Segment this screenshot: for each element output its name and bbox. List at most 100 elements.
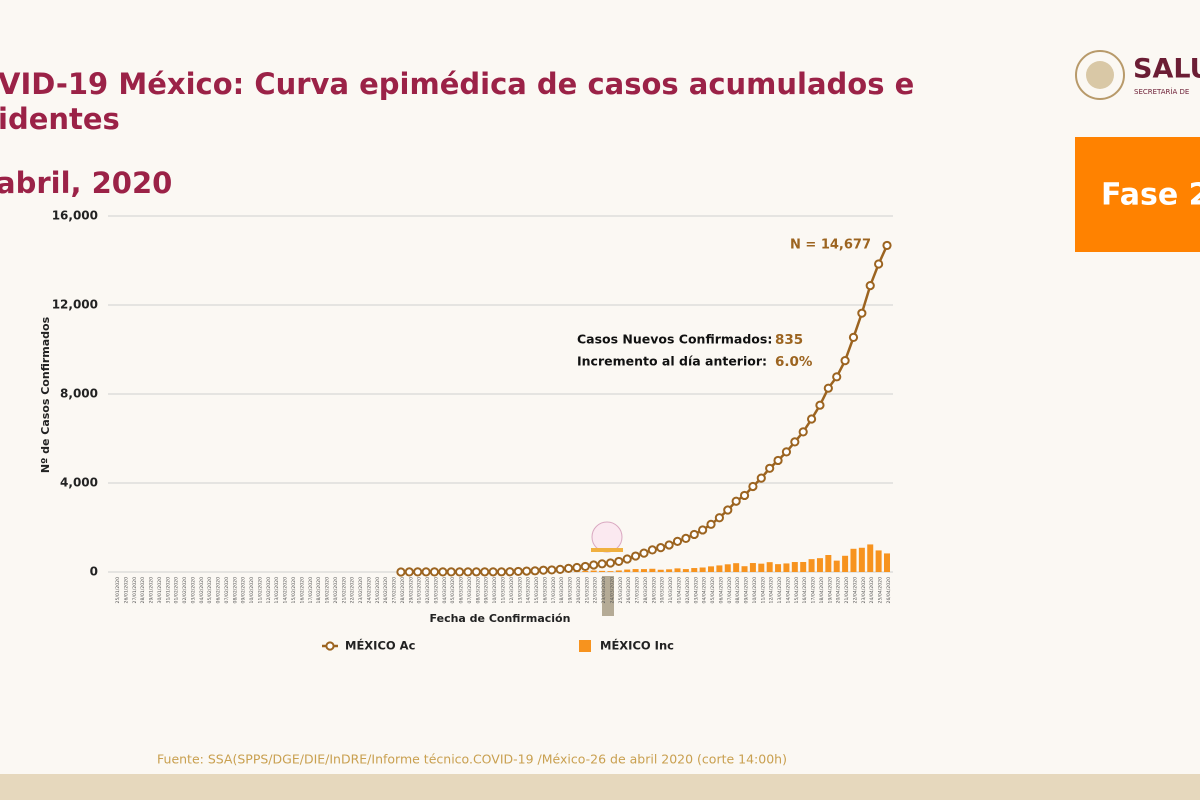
bar [590, 570, 597, 572]
bar [816, 558, 823, 572]
point [639, 548, 649, 558]
bar [850, 548, 857, 572]
legend-label: MÉXICO Ac [345, 638, 416, 653]
point [496, 567, 507, 577]
x-tick-label: 19/03/2020 [568, 577, 574, 604]
legend-marker [579, 640, 591, 652]
x-tick-label: 05/02/2020 [207, 577, 213, 604]
bar [791, 562, 798, 572]
bar [884, 553, 890, 572]
point [513, 566, 523, 577]
chart: Nº de Casos Confirmados Fecha de Confirm… [39, 209, 893, 653]
point [572, 562, 582, 573]
x-tick-label: 04/02/2020 [199, 577, 205, 604]
point [614, 556, 624, 567]
legend-marker [325, 641, 335, 651]
x-tick-label: 10/03/2020 [492, 577, 498, 604]
point [874, 259, 884, 269]
bar [775, 564, 782, 572]
x-tick-label: 11/02/2020 [257, 577, 263, 604]
bar [766, 562, 773, 572]
point [597, 559, 607, 569]
x-tick-label: 08/04/2020 [735, 577, 741, 604]
footer-band [0, 774, 1200, 800]
x-tick-label: 01/03/2020 [417, 577, 423, 604]
annotation-label: Casos Nuevos Confirmados: [577, 332, 772, 347]
x-tick-label: 10/04/2020 [752, 577, 758, 604]
point [480, 567, 490, 577]
point [421, 567, 431, 577]
point [630, 551, 641, 561]
x-tick-label: 22/04/2020 [852, 577, 858, 604]
logo-emblem [1086, 61, 1114, 89]
x-tick-label: 26/02/2020 [383, 577, 389, 604]
annotation-label: Incremento al día anterior: [577, 354, 767, 369]
x-tick-label: 30/01/2020 [157, 577, 163, 604]
x-tick-label: 10/02/2020 [249, 577, 255, 604]
point [664, 540, 674, 550]
point [522, 566, 532, 576]
phase-box [1075, 137, 1200, 252]
x-tick-label: 27/03/2020 [635, 577, 641, 604]
x-tick-label: 28/03/2020 [643, 577, 649, 604]
point [781, 447, 792, 457]
x-tick-label: 23/02/2020 [358, 577, 364, 604]
x-tick-label: 19/02/2020 [325, 577, 331, 604]
bar [666, 569, 673, 572]
x-tick-label: 04/03/2020 [442, 577, 448, 604]
point [589, 560, 599, 570]
x-tick-label: 14/02/2020 [283, 577, 289, 604]
point [404, 567, 414, 577]
x-tick-label: 06/03/2020 [459, 577, 465, 604]
logo-text: SALU [1133, 54, 1200, 85]
x-tick-label: 05/03/2020 [450, 577, 456, 604]
x-tick-label: 03/04/2020 [693, 577, 699, 604]
x-tick-label: 12/04/2020 [769, 577, 775, 604]
x-tick-label: 25/04/2020 [878, 577, 884, 604]
point [756, 473, 766, 483]
bar [749, 563, 756, 572]
point [806, 414, 817, 424]
point [622, 554, 632, 564]
bar [615, 570, 622, 572]
x-tick-label: 31/01/2020 [165, 577, 171, 604]
y-tick-label: 4,000 [60, 476, 98, 490]
x-tick-label: 21/02/2020 [341, 577, 347, 604]
point [865, 280, 875, 291]
bar [674, 568, 681, 572]
x-tick-label: 06/02/2020 [216, 577, 222, 604]
y-tick-label: 8,000 [60, 387, 98, 401]
point [396, 567, 406, 577]
x-tick-label: 22/03/2020 [593, 577, 599, 604]
slide-title: VID-19 México: Curva epimédica de casos … [0, 67, 914, 101]
x-tick-label: 15/04/2020 [794, 577, 800, 604]
x-tick-label: 04/04/2020 [702, 577, 708, 604]
x-tick-label: 02/02/2020 [182, 577, 188, 604]
x-tick-label: 27/01/2020 [132, 577, 138, 604]
point [505, 567, 515, 577]
point [731, 496, 741, 506]
x-tick-label: 07/03/2020 [467, 577, 473, 604]
phase-icon [591, 548, 623, 552]
bar [833, 560, 840, 572]
x-tick-label: 30/03/2020 [660, 577, 666, 604]
x-tick-label: 25/01/2020 [115, 577, 121, 604]
x-tick-label: 09/03/2020 [484, 577, 490, 604]
x-tick-label: 05/04/2020 [710, 577, 716, 604]
bar [649, 568, 656, 572]
x-tick-label: 09/04/2020 [744, 577, 750, 604]
x-tick-label: 11/03/2020 [501, 577, 507, 604]
point [580, 561, 590, 572]
bar [599, 570, 606, 572]
x-tick-label: 23/03/2020 [601, 577, 607, 604]
phase-label: Fase 2 [1101, 178, 1200, 213]
x-tick-label: 22/02/2020 [350, 577, 356, 604]
x-tick-label: 12/02/2020 [266, 577, 272, 604]
point [848, 332, 859, 342]
point [840, 356, 850, 366]
y-tick-label: 12,000 [52, 298, 98, 312]
x-tick-label: 29/02/2020 [408, 577, 414, 604]
point [723, 505, 733, 515]
